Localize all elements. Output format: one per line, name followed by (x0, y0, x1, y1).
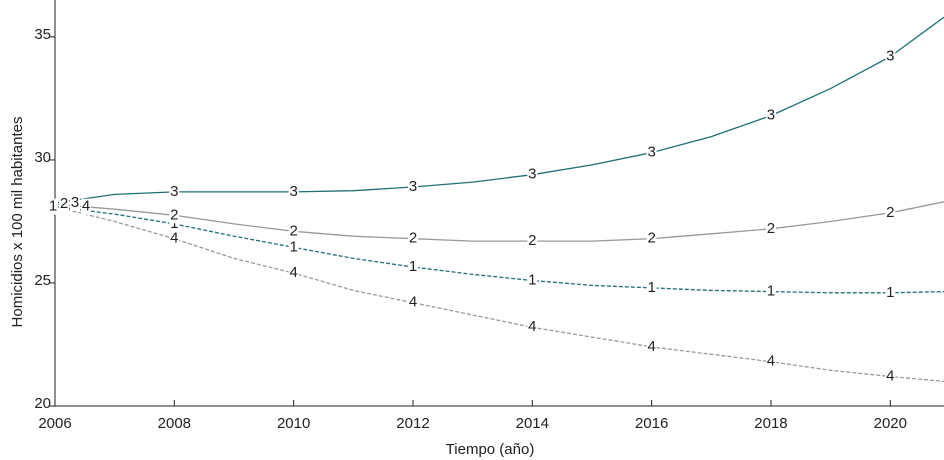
inline-label: 1 (886, 284, 894, 301)
series-line (54, 16, 944, 204)
label-bg (646, 144, 657, 161)
x-tick-label: 2020 (874, 415, 907, 432)
inline-label: 3 (528, 166, 536, 183)
label-bg (288, 223, 299, 240)
label-bg (169, 230, 180, 247)
label-bg (169, 215, 180, 232)
label-bg (885, 48, 896, 65)
inline-label: 1 (647, 279, 655, 296)
series-line (54, 201, 944, 242)
label-bg (765, 220, 776, 237)
x-tick-label: 2010 (277, 415, 310, 432)
label-bg (48, 198, 58, 215)
inline-label: 4 (767, 353, 775, 370)
inline-label: 2 (647, 230, 655, 247)
inline-label: 1 (767, 283, 775, 300)
label-bg (59, 196, 69, 213)
x-tick-label: 2018 (754, 415, 787, 432)
inline-label: 4 (528, 318, 536, 335)
x-tick-label: 2016 (635, 415, 668, 432)
inline-label: 2 (289, 222, 297, 239)
label-bg (527, 233, 538, 250)
inline-label: 3 (289, 183, 297, 200)
inline-label: 2 (170, 206, 178, 223)
label-bg (407, 179, 418, 196)
inline-label: 3 (886, 48, 894, 65)
label-bg (527, 319, 538, 336)
label-bg (765, 353, 776, 370)
label-bg (288, 239, 299, 256)
inline-label: 2 (528, 232, 536, 249)
y-tick-label: 35 (34, 26, 51, 43)
label-bg (885, 284, 896, 301)
label-bg (527, 272, 538, 289)
inline-label: 1 (409, 258, 417, 275)
inline-label: 2 (60, 195, 68, 212)
x-tick-label: 2014 (516, 415, 549, 432)
label-bg (81, 198, 91, 215)
inline-label: 3 (71, 194, 79, 211)
label-bg (646, 230, 657, 247)
inline-label: 4 (409, 294, 417, 311)
label-bg (765, 283, 776, 300)
label-bg (527, 166, 538, 183)
label-bg (169, 207, 180, 224)
series-line (54, 206, 944, 294)
x-tick-label: 2006 (38, 415, 71, 432)
x-axis-label: Tiempo (año) (446, 441, 535, 458)
inline-label: 2 (409, 230, 417, 247)
y-tick-label: 30 (34, 149, 51, 166)
label-bg (765, 107, 776, 124)
label-bg (885, 204, 896, 221)
label-bg (646, 338, 657, 355)
y-tick-label: 25 (34, 272, 51, 289)
inline-label: 1 (49, 198, 57, 215)
y-axis-label: Homicidios x 100 mil habitantes (9, 117, 26, 328)
label-bg (288, 183, 299, 200)
label-bg (646, 279, 657, 296)
x-tick-label: 2012 (396, 415, 429, 432)
label-bg (70, 195, 80, 211)
inline-label: 1 (528, 271, 536, 288)
inline-label: 2 (767, 220, 775, 237)
label-bg (407, 230, 418, 247)
inline-label: 4 (886, 367, 894, 384)
label-bg (407, 294, 418, 311)
inline-label: 4 (647, 338, 655, 355)
inline-label: 3 (767, 107, 775, 124)
inline-label: 1 (170, 215, 178, 232)
inline-label: 3 (409, 178, 417, 195)
inline-label: 1 (289, 238, 297, 255)
label-bg (288, 265, 299, 282)
inline-label: 4 (289, 264, 297, 281)
inline-label: 3 (647, 144, 655, 161)
label-bg (885, 368, 896, 385)
inline-label: 4 (170, 230, 178, 247)
label-bg (169, 183, 180, 200)
series-line (54, 206, 944, 383)
y-tick-label: 20 (34, 395, 51, 412)
x-tick-label: 2008 (158, 415, 191, 432)
inline-label: 4 (82, 198, 90, 215)
inline-label: 3 (170, 183, 178, 200)
label-bg (407, 258, 418, 275)
inline-label: 2 (886, 204, 894, 221)
